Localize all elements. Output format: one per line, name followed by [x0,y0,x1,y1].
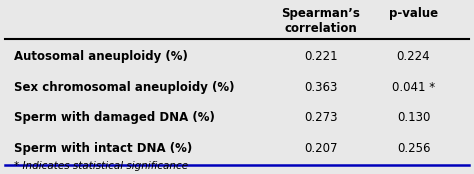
Text: Autosomal aneuploidy (%): Autosomal aneuploidy (%) [14,50,188,63]
Text: 0.363: 0.363 [304,81,337,93]
Text: Sperm with damaged DNA (%): Sperm with damaged DNA (%) [14,111,215,124]
Text: 0.221: 0.221 [304,50,337,63]
Text: 0.041 *: 0.041 * [392,81,435,93]
Text: Sex chromosomal aneuploidy (%): Sex chromosomal aneuploidy (%) [14,81,235,93]
Text: Spearman’s
correlation: Spearman’s correlation [281,7,360,35]
Text: 0.130: 0.130 [397,111,430,124]
Text: * Indicates statistical significance: * Indicates statistical significance [14,161,188,171]
Text: p-value: p-value [389,7,438,20]
Text: 0.273: 0.273 [304,111,337,124]
Text: 0.224: 0.224 [397,50,430,63]
Text: Sperm with intact DNA (%): Sperm with intact DNA (%) [14,142,192,155]
Text: 0.207: 0.207 [304,142,337,155]
Text: 0.256: 0.256 [397,142,430,155]
